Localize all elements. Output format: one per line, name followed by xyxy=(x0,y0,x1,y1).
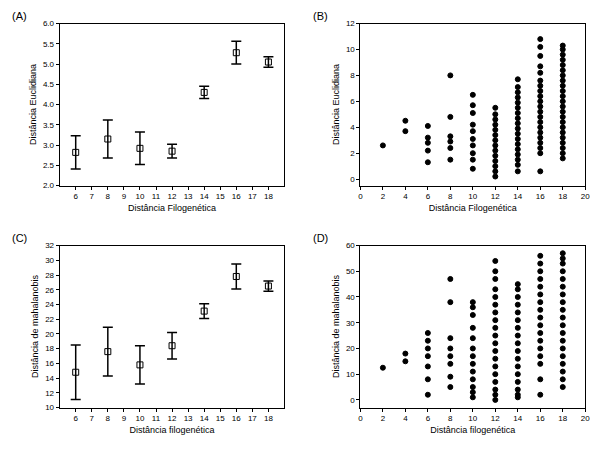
svg-text:16: 16 xyxy=(45,359,54,368)
svg-text:14: 14 xyxy=(513,414,522,423)
svg-text:28: 28 xyxy=(45,271,54,280)
svg-text:2: 2 xyxy=(381,192,386,201)
svg-text:8: 8 xyxy=(448,192,453,201)
svg-text:15: 15 xyxy=(216,414,225,423)
svg-text:60: 60 xyxy=(346,241,355,250)
svg-text:16: 16 xyxy=(232,414,241,423)
svg-text:18: 18 xyxy=(264,414,273,423)
svg-text:Distância de mahalanobis: Distância de mahalanobis xyxy=(331,275,341,379)
svg-text:Distância filogenética: Distância filogenética xyxy=(430,425,515,435)
svg-text:5.0: 5.0 xyxy=(43,60,55,69)
svg-text:8: 8 xyxy=(448,414,453,423)
svg-text:16: 16 xyxy=(536,414,545,423)
svg-text:12: 12 xyxy=(346,19,355,28)
svg-text:20: 20 xyxy=(346,344,355,353)
svg-text:14: 14 xyxy=(200,192,209,201)
svg-text:11: 11 xyxy=(152,192,161,201)
svg-text:10: 10 xyxy=(135,192,144,201)
svg-text:11: 11 xyxy=(152,414,161,423)
svg-text:4: 4 xyxy=(350,123,355,132)
svg-text:18: 18 xyxy=(558,414,567,423)
svg-text:40: 40 xyxy=(346,293,355,302)
svg-text:4.5: 4.5 xyxy=(43,80,55,89)
svg-text:10: 10 xyxy=(468,192,477,201)
svg-text:Distância Filogenética: Distância Filogenética xyxy=(429,203,517,213)
svg-text:32: 32 xyxy=(45,241,54,250)
svg-text:Distância filogenética: Distância filogenética xyxy=(130,425,215,435)
svg-text:12: 12 xyxy=(491,414,500,423)
svg-text:14: 14 xyxy=(200,414,209,423)
svg-text:26: 26 xyxy=(45,286,54,295)
svg-text:30: 30 xyxy=(346,319,355,328)
svg-text:18: 18 xyxy=(45,344,54,353)
svg-text:6: 6 xyxy=(350,97,355,106)
svg-text:30: 30 xyxy=(45,256,54,265)
svg-text:24: 24 xyxy=(45,300,54,309)
svg-text:14: 14 xyxy=(513,192,522,201)
svg-text:10: 10 xyxy=(346,45,355,54)
svg-text:8: 8 xyxy=(106,414,111,423)
svg-text:2.5: 2.5 xyxy=(43,161,55,170)
svg-text:17: 17 xyxy=(248,192,257,201)
svg-text:13: 13 xyxy=(184,192,193,201)
svg-text:9: 9 xyxy=(122,192,127,201)
svg-text:22: 22 xyxy=(45,315,54,324)
svg-text:0: 0 xyxy=(350,175,355,184)
svg-text:(C): (C) xyxy=(12,232,27,244)
svg-text:12: 12 xyxy=(168,414,177,423)
svg-text:(D): (D) xyxy=(313,232,328,244)
svg-text:12: 12 xyxy=(168,192,177,201)
svg-text:6: 6 xyxy=(426,414,431,423)
svg-text:18: 18 xyxy=(558,192,567,201)
svg-text:0: 0 xyxy=(350,396,355,405)
svg-text:12: 12 xyxy=(45,389,54,398)
svg-text:50: 50 xyxy=(346,267,355,276)
svg-text:7: 7 xyxy=(90,192,95,201)
svg-text:18: 18 xyxy=(264,192,273,201)
svg-text:4: 4 xyxy=(403,192,408,201)
svg-text:17: 17 xyxy=(248,414,257,423)
svg-text:2: 2 xyxy=(381,414,386,423)
svg-text:10: 10 xyxy=(45,403,54,412)
svg-text:3.0: 3.0 xyxy=(43,141,55,150)
svg-text:13: 13 xyxy=(184,414,193,423)
svg-text:14: 14 xyxy=(45,374,54,383)
svg-text:6: 6 xyxy=(73,192,78,201)
svg-text:20: 20 xyxy=(581,414,590,423)
svg-text:4.0: 4.0 xyxy=(43,100,55,109)
svg-text:4: 4 xyxy=(403,414,408,423)
svg-text:Distância Euclidiana: Distância Euclidiana xyxy=(28,64,38,145)
svg-text:0: 0 xyxy=(358,414,363,423)
svg-text:6.0: 6.0 xyxy=(43,19,55,28)
svg-text:2.0: 2.0 xyxy=(43,181,55,190)
svg-text:Distância de mahalanobis: Distância de mahalanobis xyxy=(30,275,40,379)
svg-text:20: 20 xyxy=(45,330,54,339)
svg-text:10: 10 xyxy=(468,414,477,423)
svg-text:16: 16 xyxy=(232,192,241,201)
svg-text:8: 8 xyxy=(106,192,111,201)
svg-text:0: 0 xyxy=(358,192,363,201)
svg-text:16: 16 xyxy=(536,192,545,201)
svg-text:10: 10 xyxy=(346,370,355,379)
svg-text:5.5: 5.5 xyxy=(43,40,55,49)
svg-text:9: 9 xyxy=(122,414,127,423)
svg-text:6: 6 xyxy=(73,414,78,423)
svg-text:Distância Euclidiana: Distância Euclidiana xyxy=(331,64,341,145)
svg-text:3.5: 3.5 xyxy=(43,121,55,130)
svg-text:(A): (A) xyxy=(12,10,27,22)
svg-text:7: 7 xyxy=(90,414,95,423)
svg-text:10: 10 xyxy=(135,414,144,423)
svg-text:12: 12 xyxy=(491,192,500,201)
svg-text:2: 2 xyxy=(350,149,355,158)
svg-text:20: 20 xyxy=(581,192,590,201)
svg-text:8: 8 xyxy=(350,71,355,80)
svg-text:15: 15 xyxy=(216,192,225,201)
svg-text:Distância Filogenética: Distância Filogenética xyxy=(128,203,216,213)
svg-text:6: 6 xyxy=(426,192,431,201)
svg-text:(B): (B) xyxy=(313,10,328,22)
